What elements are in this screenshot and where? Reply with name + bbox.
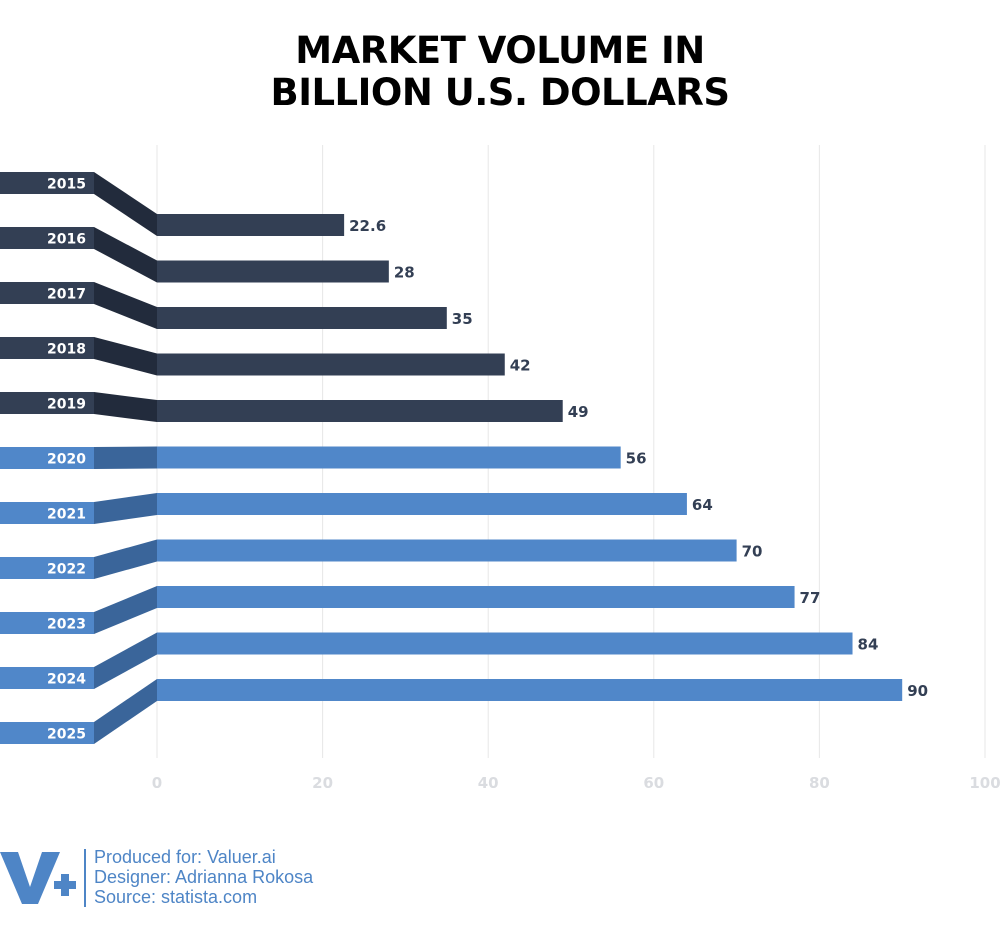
valuer-logo: [0, 852, 76, 904]
year-label-2016: 2016: [47, 232, 86, 248]
year-tab-2025: [0, 722, 94, 744]
year-labels: 2015 2016 2017 2018 2019 2020 2021 2022 2023 2024…: [0, 172, 94, 744]
bar-2022: [157, 539, 737, 562]
bar-2023: [157, 586, 795, 608]
bar-2016: [157, 260, 389, 283]
chart-title-line-2: BILLION U.S. DOLLARS: [270, 71, 730, 114]
bar-2015: [157, 214, 345, 236]
connector-2019: [94, 392, 157, 422]
bar-2020: [157, 446, 621, 469]
year-label-2019: 2019: [47, 397, 86, 413]
bar-2017: [157, 307, 447, 329]
year-tab-2020: [0, 447, 94, 469]
bar-2025: [157, 679, 903, 701]
year-label-2018: 2018: [47, 342, 86, 358]
year-tab-2022: [0, 557, 94, 579]
year-tab-2024: [0, 667, 94, 689]
year-label-2024: 2024: [47, 672, 86, 688]
bar-2019: [157, 400, 563, 422]
bars: [157, 214, 903, 701]
bar-2021: [157, 493, 687, 515]
year-tab-2023: [0, 612, 94, 634]
x-tick-label-80: 80: [809, 774, 830, 792]
value-label-2025: 90: [907, 682, 928, 700]
chart-title-line-1: MARKET VOLUME IN: [295, 29, 705, 72]
value-label-2019: 49: [568, 403, 589, 421]
x-tick-label-60: 60: [643, 774, 664, 792]
credits-footer: Produced for: Valuer.ai Designer: Adrian…: [0, 845, 420, 910]
footer-credits: Produced for: Valuer.ai Designer: Adrian…: [94, 847, 313, 907]
connector-2025: [94, 679, 157, 744]
value-label-2024: 84: [858, 636, 879, 654]
connector-2020: [94, 446, 157, 469]
label-connectors: [94, 172, 157, 744]
connector-2015: [94, 172, 157, 236]
value-label-2015: 22.6: [349, 217, 386, 235]
value-label-2020: 56: [626, 450, 647, 468]
value-labels: 22.6 28 35 42 49 56 64 70 77 84 90: [349, 217, 928, 700]
year-label-2020: 2020: [47, 452, 86, 468]
value-label-2022: 70: [742, 543, 763, 561]
connector-2017: [94, 282, 157, 329]
value-label-2016: 28: [394, 264, 415, 282]
x-tick-label-100: 100: [969, 774, 1000, 792]
x-tick-label-20: 20: [312, 774, 333, 792]
connector-2023: [94, 586, 157, 634]
value-label-2018: 42: [510, 357, 531, 375]
connector-2016: [94, 227, 157, 283]
year-tab-2015: [0, 172, 94, 194]
x-tick-label-40: 40: [478, 774, 499, 792]
source-text: Source: statista.com: [94, 887, 258, 907]
chart-title: MARKET VOLUME IN BILLION U.S. DOLLARS: [0, 30, 1000, 114]
year-label-2021: 2021: [47, 507, 86, 523]
connector-2024: [94, 632, 157, 689]
year-label-2022: 2022: [47, 562, 86, 578]
year-tab-2016: [0, 227, 94, 249]
connector-2018: [94, 337, 157, 376]
x-tick-label-0: 0: [152, 774, 162, 792]
value-label-2017: 35: [452, 310, 473, 328]
bar-2018: [157, 353, 505, 376]
footer-divider: [84, 849, 86, 907]
designer-text: Designer: Adrianna Rokosa: [94, 867, 314, 887]
value-label-2023: 77: [800, 589, 821, 607]
year-label-2023: 2023: [47, 617, 86, 633]
year-tab-2018: [0, 337, 94, 359]
year-tab-2021: [0, 502, 94, 524]
connector-2022: [94, 539, 157, 579]
bar-2024: [157, 632, 853, 655]
value-label-2021: 64: [692, 496, 713, 514]
year-tab-2017: [0, 282, 94, 304]
year-label-2025: 2025: [47, 727, 86, 743]
produced-for-text: Produced for: Valuer.ai: [94, 847, 276, 867]
year-label-2015: 2015: [47, 177, 86, 193]
year-tab-2019: [0, 392, 94, 414]
year-label-2017: 2017: [47, 287, 86, 303]
connector-2021: [94, 493, 157, 524]
x-axis-ticks: 0 20 40 60 80 100: [152, 774, 1000, 792]
